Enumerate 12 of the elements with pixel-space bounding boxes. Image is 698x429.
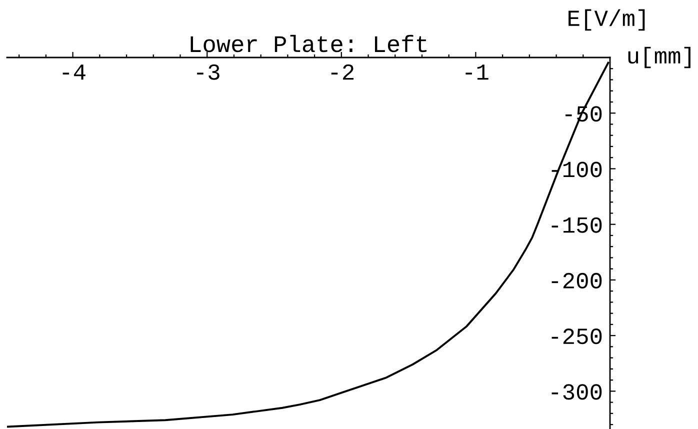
x-tick-label: -3 [197, 64, 220, 80]
x-tick-label: -4 [62, 64, 86, 80]
y-tick-label: -200 [552, 272, 602, 288]
y-tick-label: -150 [552, 217, 602, 233]
x-axis-title: u[mm] [628, 46, 690, 68]
y-axis-title: E[V/m] [568, 9, 645, 31]
x-tick-label: -1 [466, 64, 488, 80]
chart-title: Lower Plate: Left [190, 34, 426, 52]
line-series [6, 60, 610, 428]
y-tick-label: -250 [552, 328, 602, 344]
x-tick-label: -2 [331, 64, 354, 80]
y-tick-label: -300 [552, 384, 602, 400]
